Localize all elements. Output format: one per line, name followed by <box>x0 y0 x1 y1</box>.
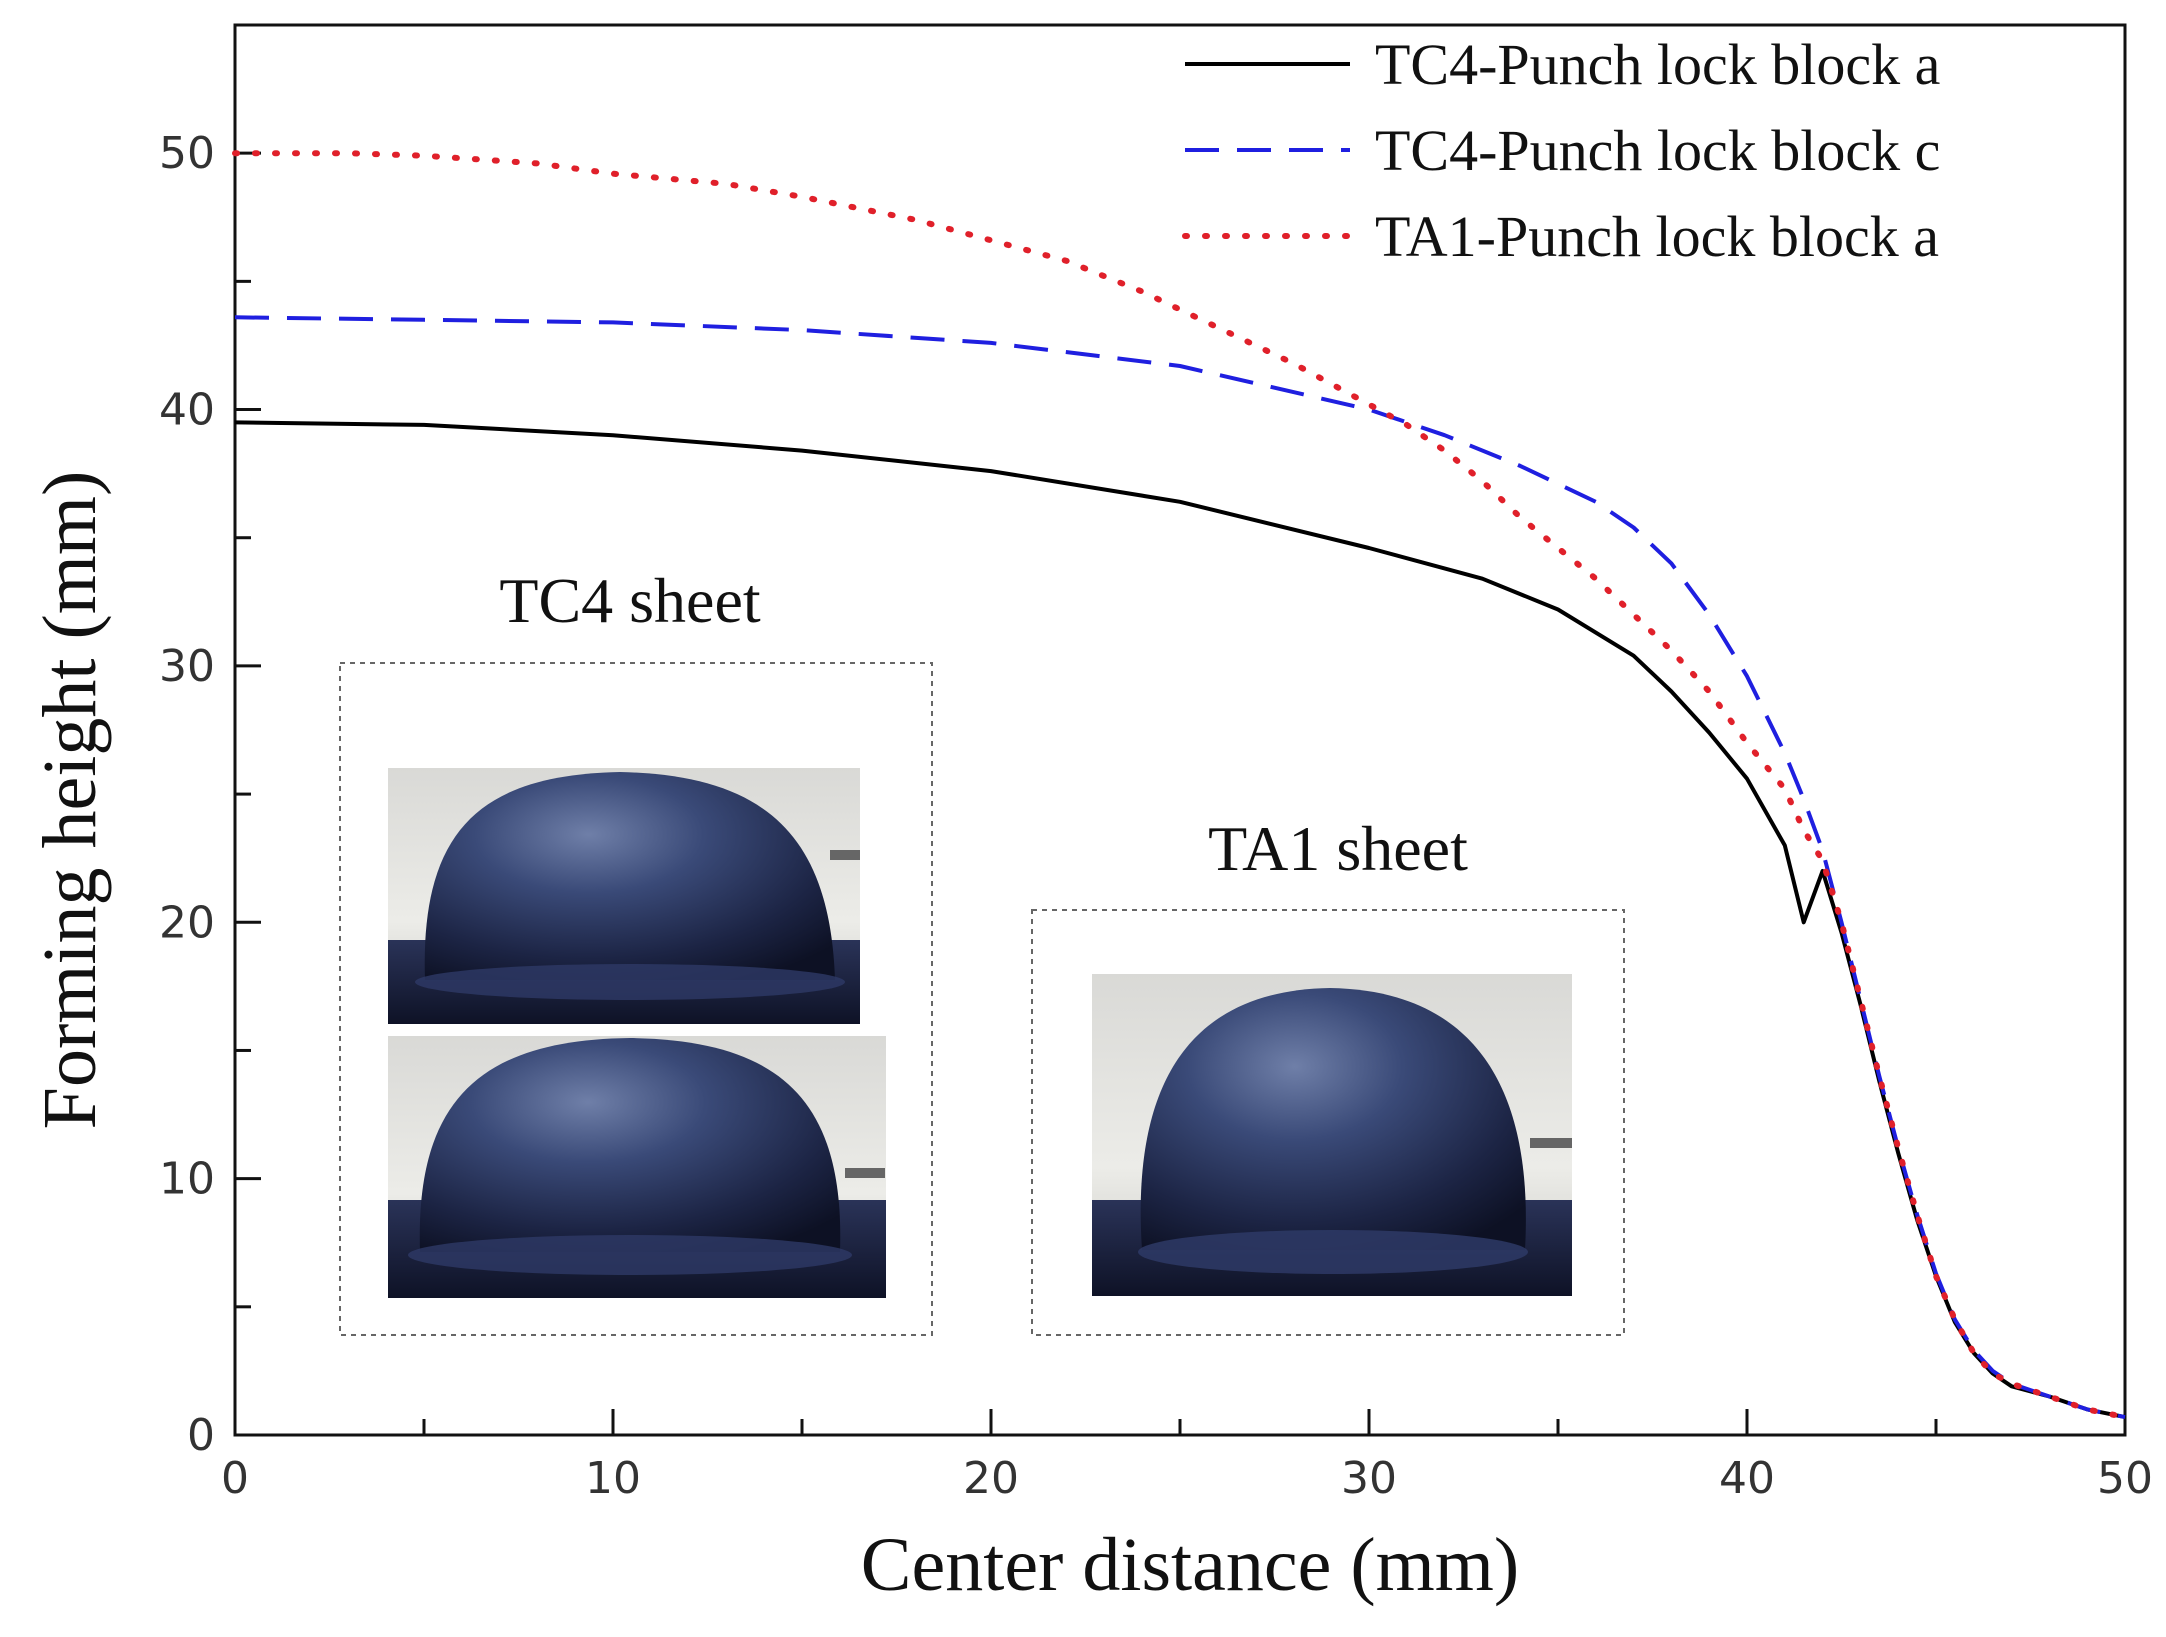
legend-label-1: TC4-Punch lock block a <box>1375 32 1940 97</box>
y-tick-label: 30 <box>159 641 215 692</box>
series-line-3 <box>232 150 2128 1421</box>
inset-tc4-border <box>339 662 933 1336</box>
legend-label-2: TC4-Punch lock block c <box>1375 118 1940 183</box>
inset-ta1-border <box>1031 909 1625 1336</box>
y-axis-ticks: 0 10 20 30 40 50 <box>159 23 261 1461</box>
x-axis-label: Center distance (mm) <box>861 1523 1519 1607</box>
x-tick-label: 40 <box>1719 1453 1775 1504</box>
inset-tc4: TC4 sheet <box>339 565 933 1336</box>
y-tick-label: 20 <box>159 897 215 948</box>
y-axis-label: Forming height (mm) <box>28 471 112 1130</box>
y-tick-label: 10 <box>159 1154 215 1205</box>
ta1-photo <box>1092 974 1572 1296</box>
tc4-photo-top <box>388 768 860 1024</box>
inset-tc4-title: TC4 sheet <box>499 565 761 636</box>
legend-label-3: TA1-Punch lock block a <box>1375 204 1939 269</box>
inset-ta1: TA1 sheet <box>1031 813 1625 1336</box>
y-tick-label: 50 <box>159 128 215 179</box>
y-tick-label: 40 <box>159 385 215 436</box>
series-line-2 <box>234 315 2126 1420</box>
series-layer <box>232 150 2128 1421</box>
x-tick-label: 30 <box>1341 1453 1397 1504</box>
tc4-photo-bottom <box>388 1036 886 1298</box>
x-axis-ticks: 0 10 20 30 40 50 <box>221 1409 2153 1504</box>
x-tick-label: 10 <box>585 1453 641 1504</box>
y-tick-label: 0 <box>187 1410 215 1461</box>
x-tick-label: 50 <box>2097 1453 2153 1504</box>
x-tick-label: 0 <box>221 1453 249 1504</box>
legend: TC4-Punch lock block a TC4-Punch lock blo… <box>1182 32 1940 269</box>
x-tick-label: 20 <box>963 1453 1019 1504</box>
inset-ta1-title: TA1 sheet <box>1208 813 1468 884</box>
